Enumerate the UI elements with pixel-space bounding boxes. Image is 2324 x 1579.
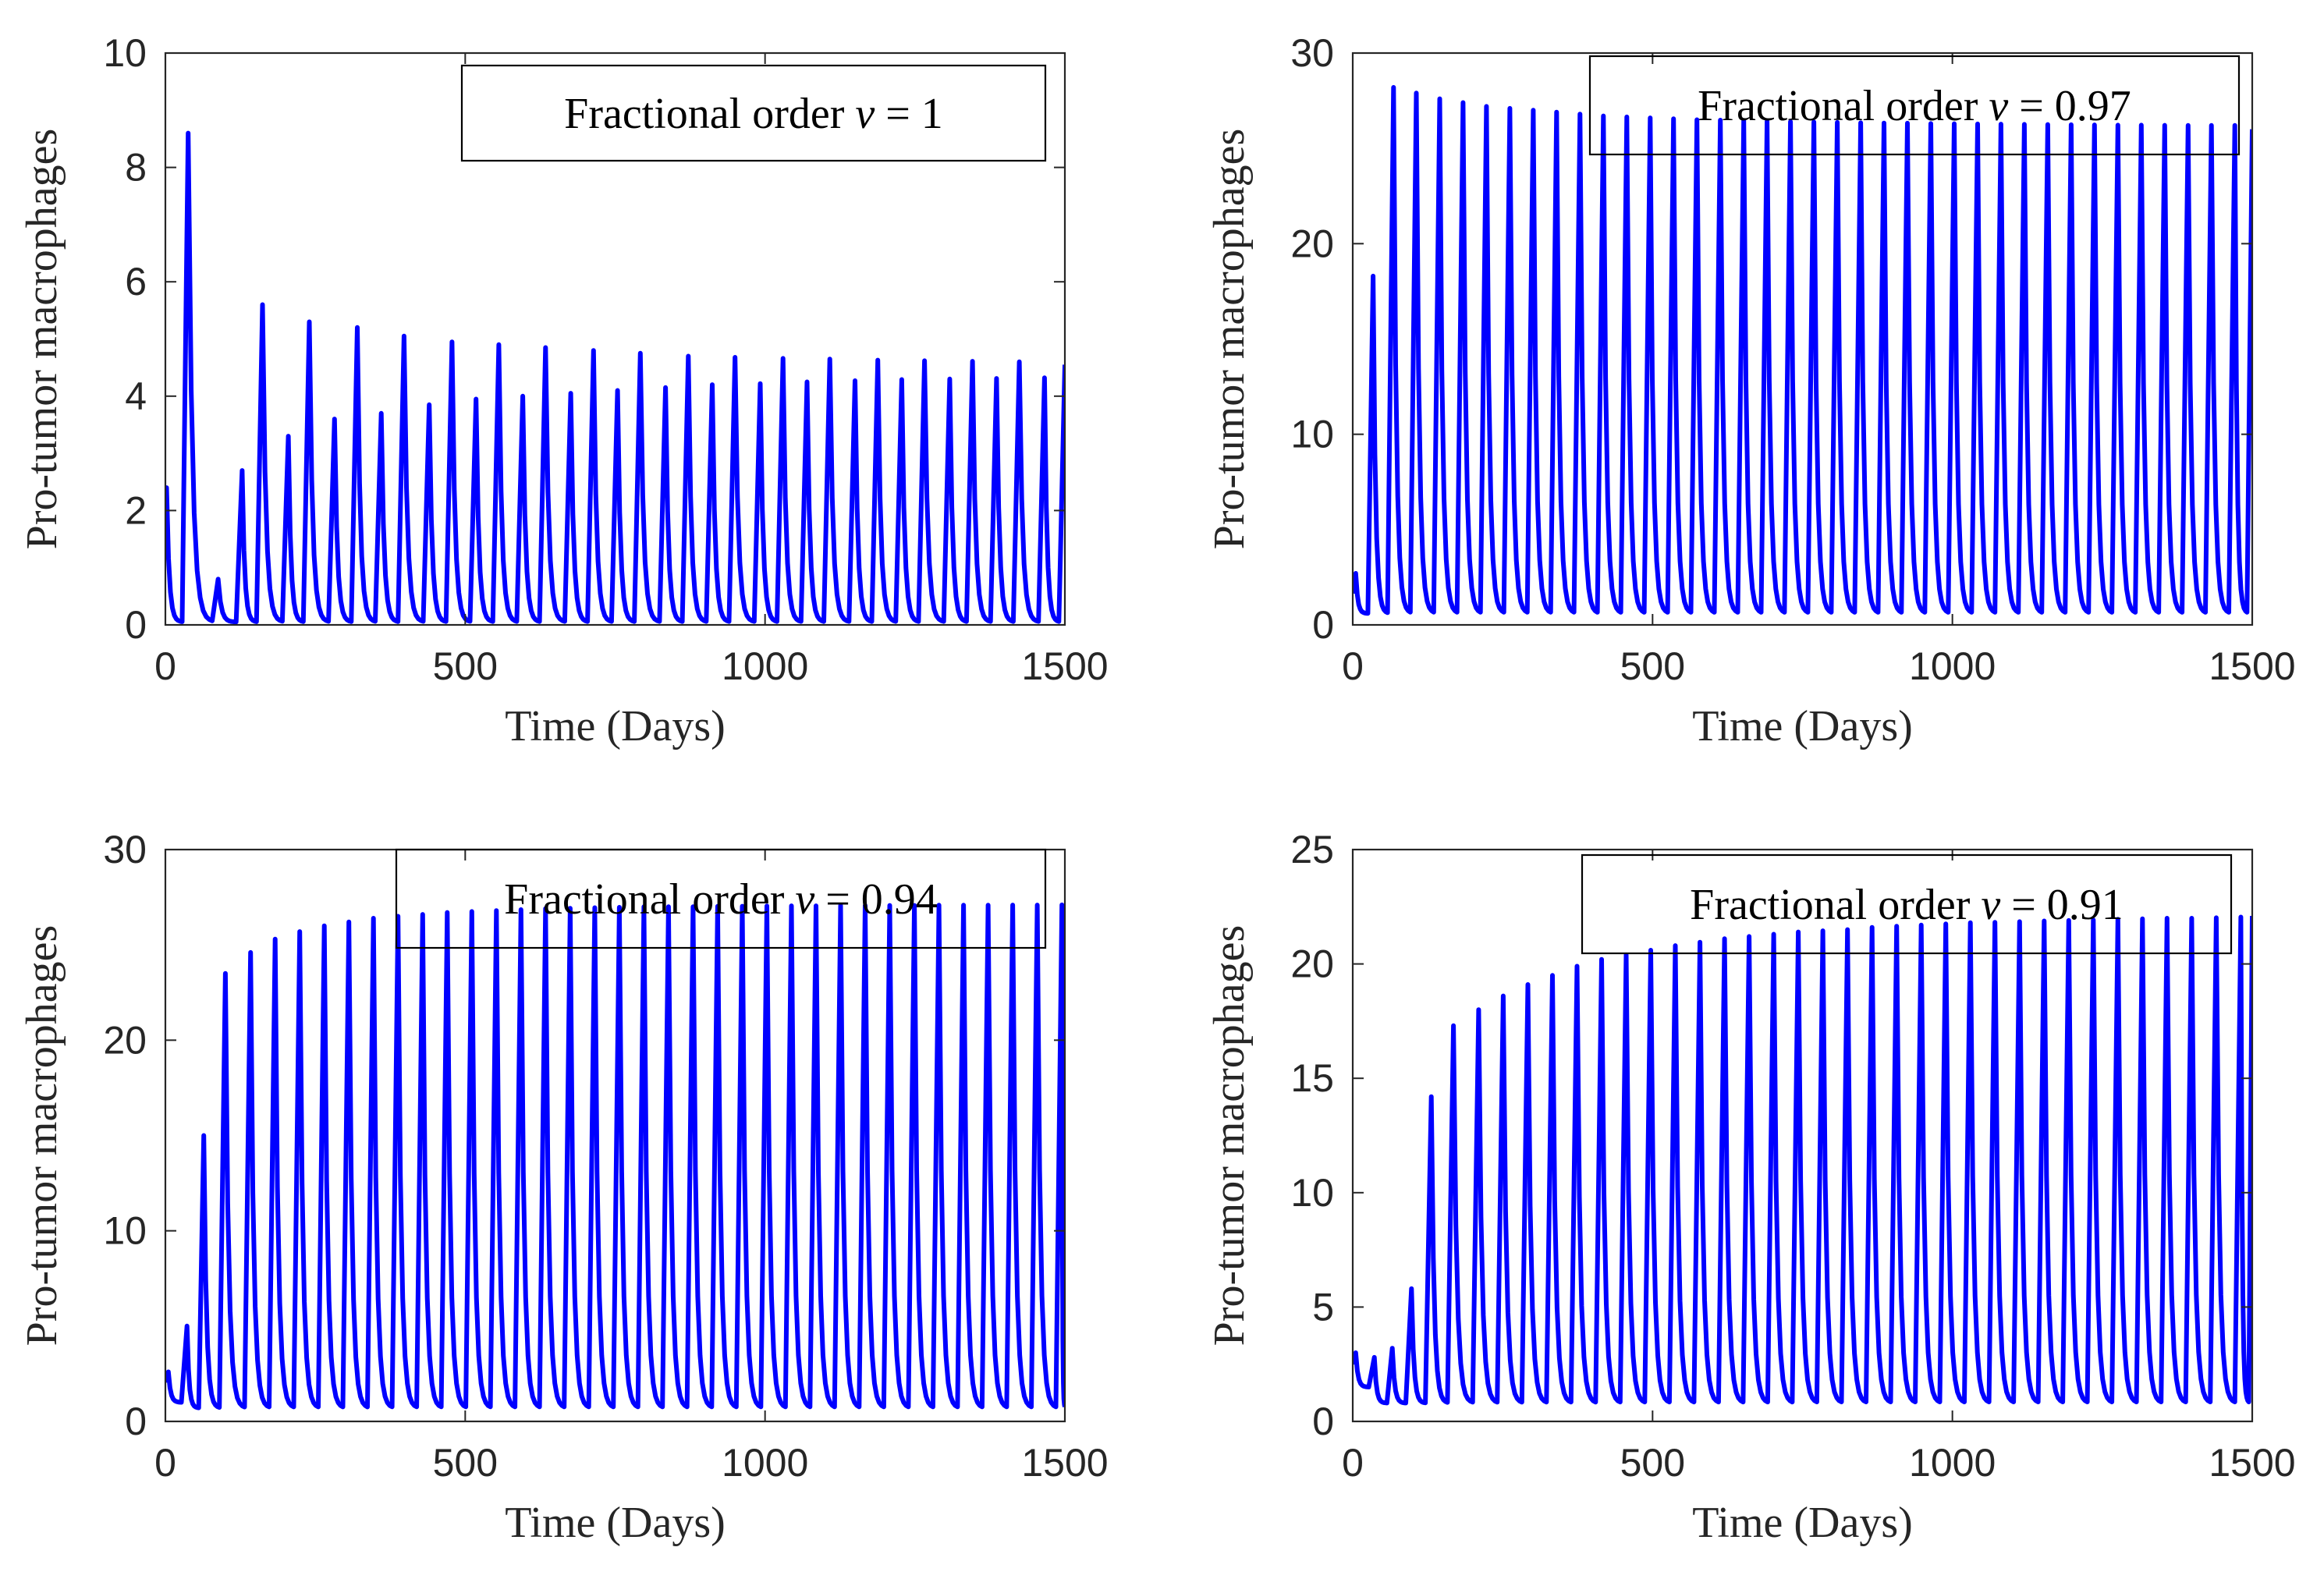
legend-label: Fractional order v = 1 [564,90,943,138]
y-axis-label: Pro-tumor macrophages [18,925,66,1347]
x-tick-label: 1000 [722,1441,808,1485]
subplot-1: 0 500 1000 1500 0 2 4 6 8 10 Time (Days) Pro-tumor … [18,31,1109,750]
y-axis-label: Pro-tumor macrophages [1205,925,1254,1347]
legend-variable: v [1981,881,2000,929]
legend-box [395,848,1047,949]
x-axis-label: Time (Days) [505,1499,726,1547]
y-tick-label: 25 [1290,828,1334,871]
axes-box [1351,51,2254,626]
x-axis-label: Time (Days) [505,702,726,750]
legend-label: Fractional order v = 0.94 [504,875,938,924]
x-tick-label: 500 [1620,644,1685,688]
x-tick-label: 500 [1620,1441,1685,1485]
legend-variable: v [1989,82,2008,130]
y-tick-label: 30 [1290,31,1334,75]
x-tick-label: 1500 [1021,1441,1108,1485]
legend-label: Fractional order v = 0.91 [1690,881,2124,929]
legend-box [1588,55,2241,156]
series-line [1353,914,2252,1406]
x-tick-label: 0 [154,644,176,688]
axes-box [1351,848,2254,1423]
y-tick-label: 30 [103,828,147,871]
y-tick-label: 2 [125,488,147,532]
legend-prefix: Fractional order [1690,881,1981,929]
legend: Fractional order v = 0.91 [1581,853,2233,955]
x-tick-label: 0 [1342,1441,1364,1485]
y-tick-label: 20 [1290,222,1334,265]
legend-suffix: = 0.97 [2008,82,2131,130]
y-tick-label: 0 [1312,603,1334,647]
subplot-2: 0 500 1000 1500 0 10 20 30 Time (Days) Pro-tumor … [1205,31,2296,750]
y-tick-label: 0 [1312,1400,1334,1443]
legend-suffix: = 1 [875,90,943,138]
legend-suffix: = 0.94 [814,875,938,924]
legend-prefix: Fractional order [564,90,855,138]
y-tick-label: 8 [125,146,147,190]
y-tick-label: 0 [125,603,147,647]
x-tick-label: 1000 [1909,1441,1996,1485]
legend: Fractional order v = 1 [460,64,1047,162]
y-tick-label: 10 [103,31,147,75]
axes-box [164,51,1066,626]
y-tick-label: 0 [125,1400,147,1443]
x-tick-label: 1000 [1909,644,1996,688]
legend: Fractional order v = 0.97 [1588,55,2241,156]
y-tick-label: 20 [1290,942,1334,986]
series-line [165,902,1065,1410]
series-line [1353,85,2252,616]
x-tick-label: 1000 [722,644,808,688]
legend-variable: v [855,90,875,138]
legend-box [460,64,1047,162]
y-axis-label: Pro-tumor macrophages [1205,129,1254,550]
y-tick-label: 15 [1290,1056,1334,1100]
y-tick-label: 10 [1290,413,1334,456]
subplot-3: 0 500 1000 1500 0 10 20 30 Time (Days) Pro-tumor … [18,828,1109,1547]
x-axis-label: Time (Days) [1692,702,1913,750]
legend-prefix: Fractional order [1698,82,1989,130]
y-tick-label: 5 [1312,1285,1334,1329]
x-tick-label: 1500 [2209,1441,2295,1485]
legend: Fractional order v = 0.94 [395,848,1047,949]
y-axis-label: Pro-tumor macrophages [18,129,66,550]
series-line [165,130,1065,625]
x-tick-label: 0 [1342,644,1364,688]
legend-variable: v [795,875,814,924]
legend-suffix: = 0.91 [2000,881,2124,929]
x-tick-label: 1500 [2209,644,2295,688]
x-tick-label: 1500 [1021,644,1108,688]
x-tick-label: 500 [433,644,498,688]
x-tick-label: 0 [154,1441,176,1485]
y-tick-label: 10 [1290,1171,1334,1215]
legend-box [1581,853,2233,955]
x-axis-label: Time (Days) [1692,1499,1913,1547]
legend-label: Fractional order v = 0.97 [1698,82,2131,130]
y-tick-label: 6 [125,260,147,303]
legend-prefix: Fractional order [504,875,795,924]
subplot-4: 0 500 1000 1500 0 5 10 15 20 25 Time (Days) Pro-tum… [1205,828,2296,1547]
x-tick-label: 500 [433,1441,498,1485]
y-tick-label: 4 [125,374,147,418]
y-tick-label: 10 [103,1209,147,1253]
y-tick-label: 20 [103,1018,147,1062]
